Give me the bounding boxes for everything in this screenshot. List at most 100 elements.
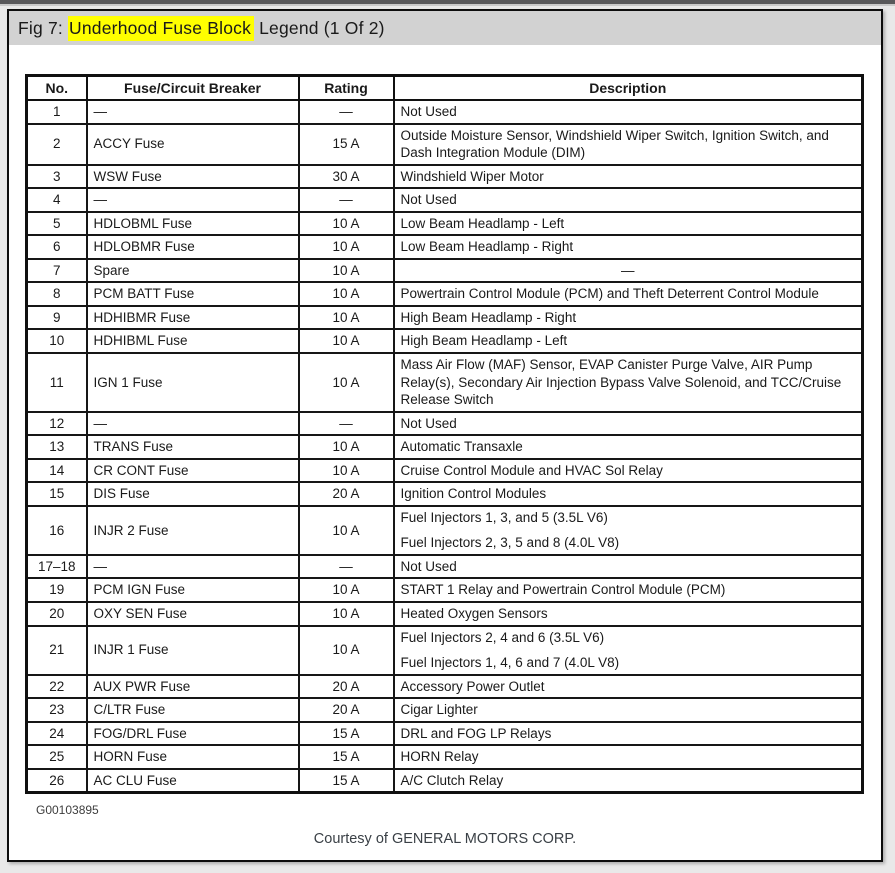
cell-fuse: HDHIBML Fuse xyxy=(85,328,300,354)
cell-fuse: HDHIBMR Fuse xyxy=(85,304,300,331)
cell-no: 14 xyxy=(25,457,88,484)
cell-no: 1 xyxy=(25,99,88,125)
cell-rating: 10 A xyxy=(297,281,395,307)
description-line: Fuel Injectors 2, 3, 5 and 8 (4.0L V8) xyxy=(400,535,620,551)
description-line: High Beam Headlamp - Left xyxy=(400,333,568,349)
cell-description: Fuel Injectors 1, 3, and 5 (3.5L V6) Fuel… xyxy=(392,504,864,556)
table-row: 12— — Not Used xyxy=(25,410,864,437)
table-row: 26 AC CLU Fuse 15 A A/C Clutch Relay xyxy=(25,767,864,794)
table-row: 16 INJR 2 Fuse 10 A Fuel Injectors 1, 3, an… xyxy=(25,504,864,556)
figure-title-prefix: Fig 7: xyxy=(18,17,69,38)
cell-no: 9 xyxy=(25,304,88,331)
cell-no: 21 xyxy=(25,624,88,676)
cell-rating: 10 A xyxy=(297,304,395,331)
cell-rating: 10 A xyxy=(297,210,395,237)
cell-no: 24 xyxy=(25,720,88,747)
cell-fuse: INJR 1 Fuse xyxy=(85,624,300,676)
cell-fuse: DIS Fuse xyxy=(85,481,300,507)
cell-rating: 10 A xyxy=(297,504,395,556)
cell-description: High Beam Headlamp - Right xyxy=(392,304,864,331)
cell-description: Automatic Transaxle xyxy=(392,434,864,460)
table-row: 6 HDLOBMR Fuse 10 A Low Beam Headlamp - Rig… xyxy=(25,234,864,260)
figure-code: G00103895 xyxy=(36,803,99,818)
cell-description: Not Used xyxy=(392,553,864,580)
cell-rating: 10 A xyxy=(297,234,395,260)
description-line: Cruise Control Module and HVAC Sol Relay xyxy=(400,462,663,478)
description-line: Automatic Transaxle xyxy=(400,439,523,455)
description-line: — xyxy=(621,262,635,278)
cell-description: Outside Moisture Sensor, Windshield Wipe… xyxy=(392,122,864,166)
cell-no: 15 xyxy=(25,481,88,507)
cell-fuse: ACCY Fuse xyxy=(85,122,300,166)
cell-fuse: HORN Fuse xyxy=(85,744,300,770)
table-row: 1— — Not Used xyxy=(25,99,864,125)
table-row: 8 PCM BATT Fuse 10 A Powertrain Control Mod… xyxy=(25,281,864,307)
cell-description: Heated Oxygen Sensors xyxy=(392,601,864,627)
cell-description: START 1 Relay and Powertrain Control Mod… xyxy=(392,577,864,604)
description-line: START 1 Relay and Powertrain Control Mod… xyxy=(400,582,726,598)
cell-rating: 10 A xyxy=(297,328,395,354)
cell-description: Cigar Lighter xyxy=(392,697,864,723)
column-header-fuse: Fuse/Circuit Breaker xyxy=(85,74,300,101)
cell-no: 25 xyxy=(25,744,88,770)
description-line: Low Beam Headlamp - Left xyxy=(400,215,565,231)
table-row: 3 WSW Fuse 30 A Windshield Wiper Motor xyxy=(25,163,864,190)
cell-rating: 10 A xyxy=(297,352,395,413)
figure-title-bar: Fig 7: Underhood Fuse Block Legend (1 Of… xyxy=(9,11,881,45)
table-row: 13 TRANS Fuse 10 A Automatic Transaxle xyxy=(25,434,864,460)
fuse-table-container: No. Fuse/Circuit Breaker Rating Descript… xyxy=(25,74,881,817)
cell-fuse: PCM IGN Fuse xyxy=(85,577,300,604)
cell-fuse: INJR 2 Fuse xyxy=(85,504,300,556)
cell-rating: 10 A xyxy=(297,257,395,284)
description-line: Powertrain Control Module (PCM) and Thef… xyxy=(400,286,819,302)
cell-fuse: C/LTR Fuse xyxy=(85,697,300,723)
description-line: Not Used xyxy=(400,415,457,431)
description-line: A/C Clutch Relay xyxy=(400,772,504,788)
cell-rating: 10 A xyxy=(297,434,395,460)
table-row: 9 HDHIBMR Fuse 10 A High Beam Headlamp - Ri… xyxy=(25,304,864,331)
cell-fuse: TRANS Fuse xyxy=(85,434,300,460)
cell-fuse: — xyxy=(85,410,300,437)
cell-description: Low Beam Headlamp - Right xyxy=(392,234,864,260)
table-row: 23 C/LTR Fuse 20 A Cigar Lighter xyxy=(25,697,864,723)
cell-no: 19 xyxy=(25,577,88,604)
description-line: High Beam Headlamp - Right xyxy=(400,309,577,325)
cell-rating: 15 A xyxy=(297,767,395,794)
cell-rating: 10 A xyxy=(297,624,395,676)
description-line: DRL and FOG LP Relays xyxy=(400,725,552,741)
table-row: 24 FOG/DRL Fuse 15 A DRL and FOG LP Relays xyxy=(25,720,864,747)
cell-no: 2 xyxy=(25,122,88,166)
cell-rating: — xyxy=(297,410,395,437)
cell-fuse: AUX PWR Fuse xyxy=(85,673,300,700)
cell-fuse: OXY SEN Fuse xyxy=(85,601,300,627)
description-line: Low Beam Headlamp - Right xyxy=(400,239,574,255)
cell-description: Windshield Wiper Motor xyxy=(392,163,864,190)
description-line: Fuel Injectors 1, 3, and 5 (3.5L V6) xyxy=(400,509,608,525)
cell-fuse: IGN 1 Fuse xyxy=(85,352,300,413)
description-line: HORN Relay xyxy=(400,749,479,765)
cell-fuse: — xyxy=(85,99,300,125)
cell-fuse: — xyxy=(85,187,300,213)
cell-fuse: AC CLU Fuse xyxy=(85,767,300,794)
table-row: 11 IGN 1 Fuse 10 A Mass Air Flow (MAF) Sens… xyxy=(25,352,864,413)
cell-rating: 15 A xyxy=(297,744,395,770)
cell-description: Not Used xyxy=(392,187,864,213)
description-line: Heated Oxygen Sensors xyxy=(400,606,548,622)
column-header-rating: Rating xyxy=(297,74,395,101)
cell-no: 6 xyxy=(25,234,88,260)
cell-rating: 20 A xyxy=(297,481,395,507)
table-row: 21 INJR 1 Fuse 10 A Fuel Injectors 2, 4 and… xyxy=(25,624,864,676)
figure-panel: Fig 7: Underhood Fuse Block Legend (1 Of… xyxy=(7,9,883,862)
table-row: 22 AUX PWR Fuse 20 A Accessory Power Outlet xyxy=(25,673,864,700)
cell-description: DRL and FOG LP Relays xyxy=(392,720,864,747)
figure-title-highlight: Underhood Fuse Block xyxy=(68,15,255,41)
table-row: 2 ACCY Fuse 15 A Outside Moisture Sensor, W… xyxy=(25,122,864,166)
courtesy-line: Courtesy of GENERAL MOTORS CORP. xyxy=(313,831,577,847)
description-line: Fuel Injectors 1, 4, 6 and 7 (4.0L V8) xyxy=(400,655,620,671)
table-header-row: No. Fuse/Circuit Breaker Rating Descript… xyxy=(25,74,864,101)
cell-fuse: Spare xyxy=(85,257,300,284)
description-line: Fuel Injectors 2, 4 and 6 (3.5L V6) xyxy=(400,629,605,645)
cell-rating: 15 A xyxy=(297,720,395,747)
cell-no: 4 xyxy=(25,187,88,213)
cell-rating: 20 A xyxy=(297,697,395,723)
